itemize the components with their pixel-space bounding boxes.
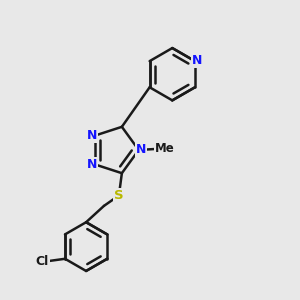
Text: N: N: [87, 158, 98, 171]
Text: N: N: [191, 54, 202, 67]
Text: S: S: [114, 189, 124, 202]
Text: Cl: Cl: [36, 255, 49, 268]
Text: N: N: [87, 129, 98, 142]
Text: Me: Me: [155, 142, 175, 155]
Text: N: N: [136, 143, 146, 156]
